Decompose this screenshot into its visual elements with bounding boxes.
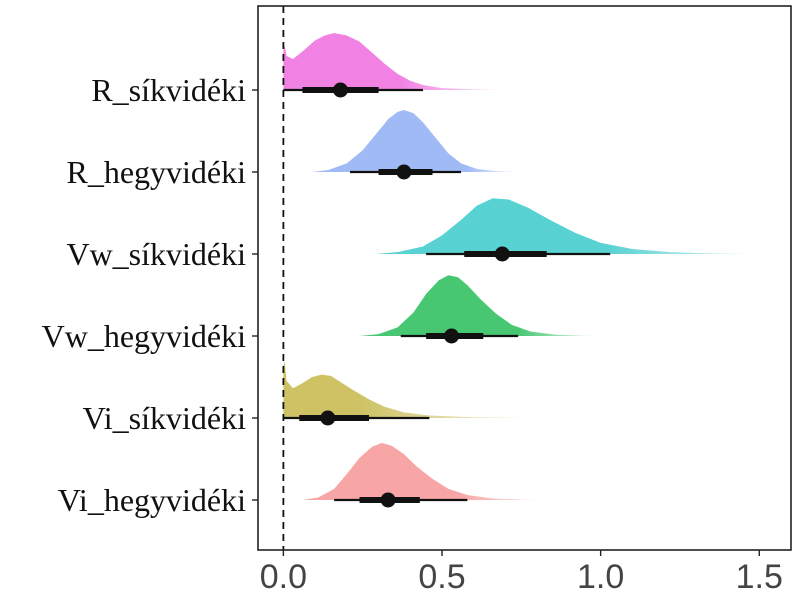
density-vw-hegyvideki bbox=[359, 275, 595, 336]
point-vi-hegyvideki bbox=[380, 492, 396, 508]
y-label-vi-hegyvideki: Vi_hegyvidéki bbox=[58, 482, 246, 518]
x-tick-label-3: 1.5 bbox=[736, 558, 783, 596]
y-label-r-sikvideki: R_síkvidéki bbox=[91, 72, 246, 108]
point-vi-sikvideki bbox=[320, 410, 336, 426]
x-tick-label-1: 0.5 bbox=[418, 558, 465, 596]
point-vw-hegyvideki bbox=[444, 328, 460, 344]
x-tick-label-2: 1.0 bbox=[577, 558, 624, 596]
y-label-vw-sikvideki: Vw_síkvidéki bbox=[66, 236, 246, 272]
y-label-vw-hegyvideki: Vw_hegyvidéki bbox=[42, 318, 247, 354]
y-label-vi-sikvideki: Vi_síkvidéki bbox=[83, 400, 247, 436]
point-vw-sikvideki bbox=[494, 246, 510, 262]
point-r-hegyvideki bbox=[396, 164, 412, 180]
density-r-hegyvideki bbox=[311, 110, 519, 172]
x-tick-label-0: 0.0 bbox=[260, 558, 307, 596]
plot-panel-border bbox=[257, 5, 792, 551]
y-label-r-hegyvideki: R_hegyvidéki bbox=[66, 154, 246, 190]
density-vi-hegyvideki bbox=[302, 442, 554, 500]
density-vi-sikvideki bbox=[283, 360, 538, 418]
density-vw-sikvideki bbox=[375, 198, 760, 254]
density-r-sikvideki bbox=[283, 32, 506, 90]
point-r-sikvideki bbox=[332, 82, 348, 98]
